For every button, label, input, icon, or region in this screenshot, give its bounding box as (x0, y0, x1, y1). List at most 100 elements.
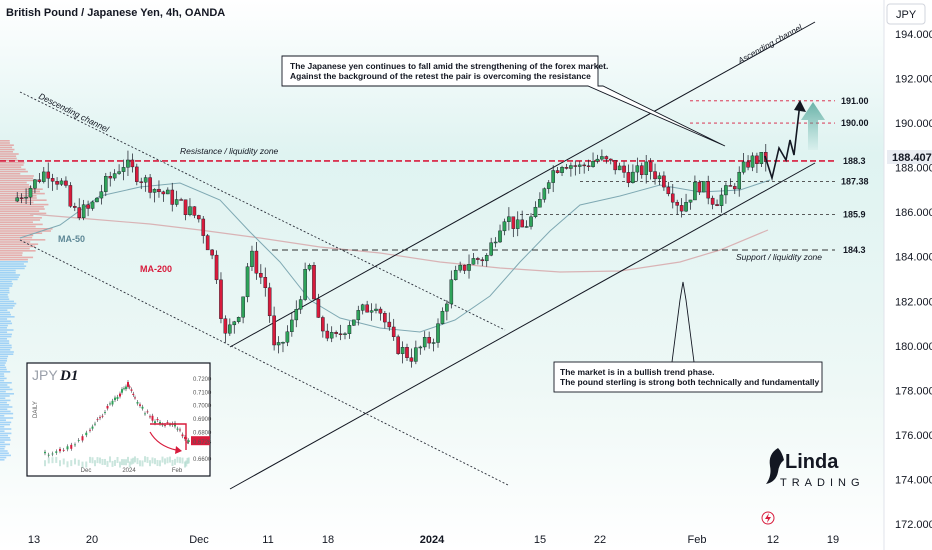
inset-volume-bar (74, 458, 76, 465)
volume-profile-bar (0, 261, 28, 263)
price-tick-7: 180.000 (895, 341, 932, 353)
candle-body (732, 186, 737, 190)
volume-profile-bar (0, 175, 34, 177)
price-tick-0: 194.000 (895, 29, 932, 41)
lightning-icon[interactable] (761, 511, 775, 525)
inset-volume-bar (154, 458, 156, 465)
candle-body (728, 185, 733, 187)
candle-body (626, 172, 631, 184)
inset-volume-bar (123, 459, 125, 466)
inset-candle-body (101, 415, 104, 417)
candle-body (604, 156, 609, 160)
volume-profile-bar (0, 335, 12, 338)
candle-body (631, 171, 635, 184)
inset-volume-bar (116, 456, 119, 463)
candle-body (524, 226, 529, 228)
price-tick-8: 178.000 (895, 385, 932, 397)
inset-volume-bar (164, 458, 166, 465)
candle-body (400, 347, 405, 354)
volume-profile-bar (0, 349, 11, 351)
volume-profile-bar (0, 364, 5, 366)
volume-profile-bar (0, 179, 37, 182)
volume-profile-bar (0, 184, 30, 186)
volume-profile (0, 140, 53, 461)
candle-body (250, 250, 254, 267)
inset-volume-bar (132, 457, 135, 464)
candle-body (706, 181, 711, 199)
candle-body (622, 165, 626, 173)
volume-profile-bar (0, 448, 5, 450)
inset-timeframe: D1 (59, 368, 78, 384)
candle-body (347, 325, 352, 334)
inset-volume-bar (169, 456, 171, 463)
candle-body (480, 259, 485, 262)
inset-candle-body (169, 424, 171, 426)
candle-body (467, 264, 471, 271)
resistance-label: Resistance / liquidity zone (180, 146, 279, 156)
volume-profile-bar (0, 208, 45, 210)
inset-candle-body (184, 436, 186, 439)
volume-profile-bar (0, 280, 12, 283)
candle-body (112, 173, 117, 179)
candle-body (236, 317, 241, 322)
inset-candle-body (109, 403, 111, 405)
candle-body (157, 188, 161, 193)
volume-profile-bar (0, 168, 26, 171)
volume-profile-bar (0, 219, 41, 221)
volume-profile-bar (0, 250, 36, 252)
volume-profile-bar (0, 272, 16, 274)
currency-badge[interactable]: JPY (886, 3, 926, 25)
candle-body (285, 331, 290, 343)
inset-candle-body (166, 422, 169, 423)
volume-profile-bar (0, 236, 33, 239)
volume-profile-bar (0, 428, 12, 430)
inset-candle-body (99, 417, 101, 419)
volume-profile-bar (0, 278, 18, 281)
inset-price-tick-3: 0.6900 (193, 417, 212, 423)
volume-profile-bar (0, 201, 34, 204)
inset-volume-bar (181, 457, 184, 464)
inset-volume-bar (55, 456, 58, 463)
volume-profile-bar (0, 327, 7, 329)
inset-candle-body (111, 400, 114, 405)
candle-body (19, 197, 24, 199)
candle-body (254, 250, 259, 274)
volume-profile-bar (0, 285, 13, 287)
candle-body (55, 181, 59, 185)
candle-body (205, 235, 210, 251)
inset-candle-body (151, 415, 154, 421)
volume-profile-bar (0, 355, 9, 358)
candle-body (33, 179, 37, 189)
volume-profile-bar (0, 443, 11, 446)
volume-profile-bar (0, 221, 33, 223)
inset-volume-bar (104, 458, 106, 465)
volume-profile-bar (0, 296, 9, 298)
candle-body (542, 188, 547, 200)
volume-profile-bar (0, 234, 34, 237)
volume-profile-bar (0, 206, 44, 208)
volume-profile-bar (0, 404, 10, 406)
candle-body (99, 191, 104, 199)
candle-body (294, 309, 299, 321)
candle-body (422, 337, 427, 348)
inset-price-tick-5: 0.6726 (193, 440, 212, 446)
volume-profile-bar (0, 406, 13, 408)
candle-body (715, 204, 719, 206)
inset-volume-bar (161, 456, 164, 463)
inset-symbol: JPY (32, 367, 58, 383)
current-price-tag: 188.407 (887, 150, 932, 164)
volume-profile-bar (0, 360, 7, 362)
inset-candle-body (70, 444, 73, 449)
candle-body (245, 266, 250, 298)
volume-profile-bar (0, 166, 22, 168)
inset-candle-body (154, 421, 156, 424)
candle-body (582, 164, 586, 167)
volume-profile-bar (0, 228, 53, 230)
time-tick-3: 11 (262, 534, 273, 546)
logo-line-1: Linda (785, 451, 839, 473)
inset-volume-bar (77, 459, 80, 466)
volume-profile-bar (0, 247, 30, 250)
candle-body (338, 333, 343, 335)
volume-profile-bar (0, 252, 23, 254)
inset-volume-bar (44, 460, 46, 467)
